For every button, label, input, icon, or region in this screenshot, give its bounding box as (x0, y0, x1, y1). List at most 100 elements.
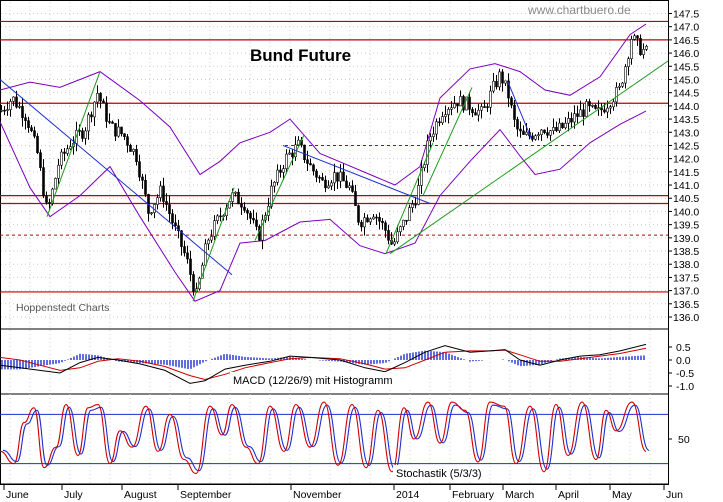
candle-body (489, 90, 492, 108)
candle-body (396, 231, 399, 243)
candle-body (279, 169, 282, 173)
candle-body (141, 176, 144, 181)
macd-tick-label: 0.5 (676, 342, 691, 354)
candle-body (30, 127, 33, 132)
candle-body (426, 140, 429, 165)
candle-body (360, 221, 363, 228)
x-tick-label: April (558, 489, 579, 501)
candle-body (579, 109, 582, 117)
candle-body (150, 212, 153, 214)
candle-body (432, 133, 435, 138)
candle-body (159, 185, 162, 198)
candle-body (111, 121, 114, 124)
candle-body (510, 97, 513, 106)
y-tick-label: 146.5 (673, 35, 699, 47)
candle-body (459, 96, 462, 107)
candle-body (642, 48, 645, 56)
candle-body (585, 101, 588, 117)
candle-body (405, 219, 408, 222)
candle-body (63, 151, 66, 154)
candle-body (576, 113, 579, 117)
candle-body (507, 80, 510, 99)
candle-body (39, 152, 42, 168)
candle-body (477, 109, 480, 116)
candle-body (240, 203, 243, 208)
candle-body (639, 38, 642, 56)
candle-body (363, 217, 366, 228)
trendline-green (254, 134, 305, 241)
candle-body (246, 210, 249, 214)
grid-lines (1, 2, 668, 483)
candle-body (6, 109, 9, 111)
candle-body (384, 222, 387, 231)
candle-body (618, 85, 621, 88)
candle-body (471, 109, 474, 114)
candle-body (126, 136, 129, 146)
candle-body (252, 218, 255, 221)
candle-body (417, 185, 420, 205)
candle-body (543, 129, 546, 133)
candle-body (132, 149, 135, 152)
candle-body (309, 163, 312, 166)
y-tick-label: 138.0 (673, 259, 699, 271)
candle-body (645, 46, 648, 50)
candle-body (480, 106, 483, 111)
candle-body (282, 168, 285, 173)
stochastic-tick-label: 50 (678, 434, 690, 446)
watermark-label: Hoppenstedt Charts (16, 302, 109, 314)
stochastic-label: Stochastik (5/3/3) (396, 468, 482, 480)
x-tick-label: March (505, 489, 534, 501)
candle-body (549, 130, 552, 136)
candle-body (48, 202, 51, 204)
candle-body (207, 239, 210, 245)
candle-body (204, 243, 207, 266)
candle-body (537, 134, 540, 137)
candle-body (270, 185, 273, 207)
candle-body (435, 121, 438, 135)
x-tick-label: Jun (666, 489, 683, 501)
candle-body (120, 126, 123, 135)
x-tick-label: July (64, 489, 83, 501)
y-tick-label: 145.5 (673, 61, 699, 73)
candle-body (3, 109, 6, 112)
candle-body (33, 130, 36, 137)
candle-body (9, 101, 12, 110)
candle-body (291, 152, 294, 158)
candle-body (0, 109, 3, 112)
candle-body (192, 274, 195, 292)
candle-body (21, 106, 24, 118)
candle-body (609, 106, 612, 109)
price-candles (0, 33, 648, 296)
candle-body (567, 118, 570, 124)
candle-body (552, 127, 555, 131)
x-tick-label: 2014 (396, 489, 420, 501)
bollinger-lower (0, 110, 647, 302)
candle-body (273, 181, 276, 187)
trendline-blue (507, 81, 533, 141)
candle-body (456, 103, 459, 107)
candle-body (237, 191, 240, 205)
trendline-green (385, 142, 434, 254)
candle-body (99, 93, 102, 102)
candle-body (636, 35, 639, 39)
y-tick-label: 142.5 (673, 140, 699, 152)
candle-body (114, 123, 117, 137)
candle-body (624, 66, 627, 84)
candle-body (102, 100, 105, 104)
candle-body (306, 159, 309, 164)
candle-body (399, 226, 402, 233)
bollinger-bands (0, 23, 647, 302)
candle-body (369, 218, 372, 223)
candle-body (633, 35, 636, 40)
candle-body (408, 207, 411, 221)
candle-body (516, 119, 519, 130)
candle-body (327, 185, 330, 189)
candle-body (468, 96, 471, 110)
candle-body (183, 246, 186, 254)
y-tick-label: 137.5 (673, 272, 699, 284)
candle-body (504, 80, 507, 84)
candle-body (387, 230, 390, 241)
x-tick-label: August (124, 489, 157, 501)
